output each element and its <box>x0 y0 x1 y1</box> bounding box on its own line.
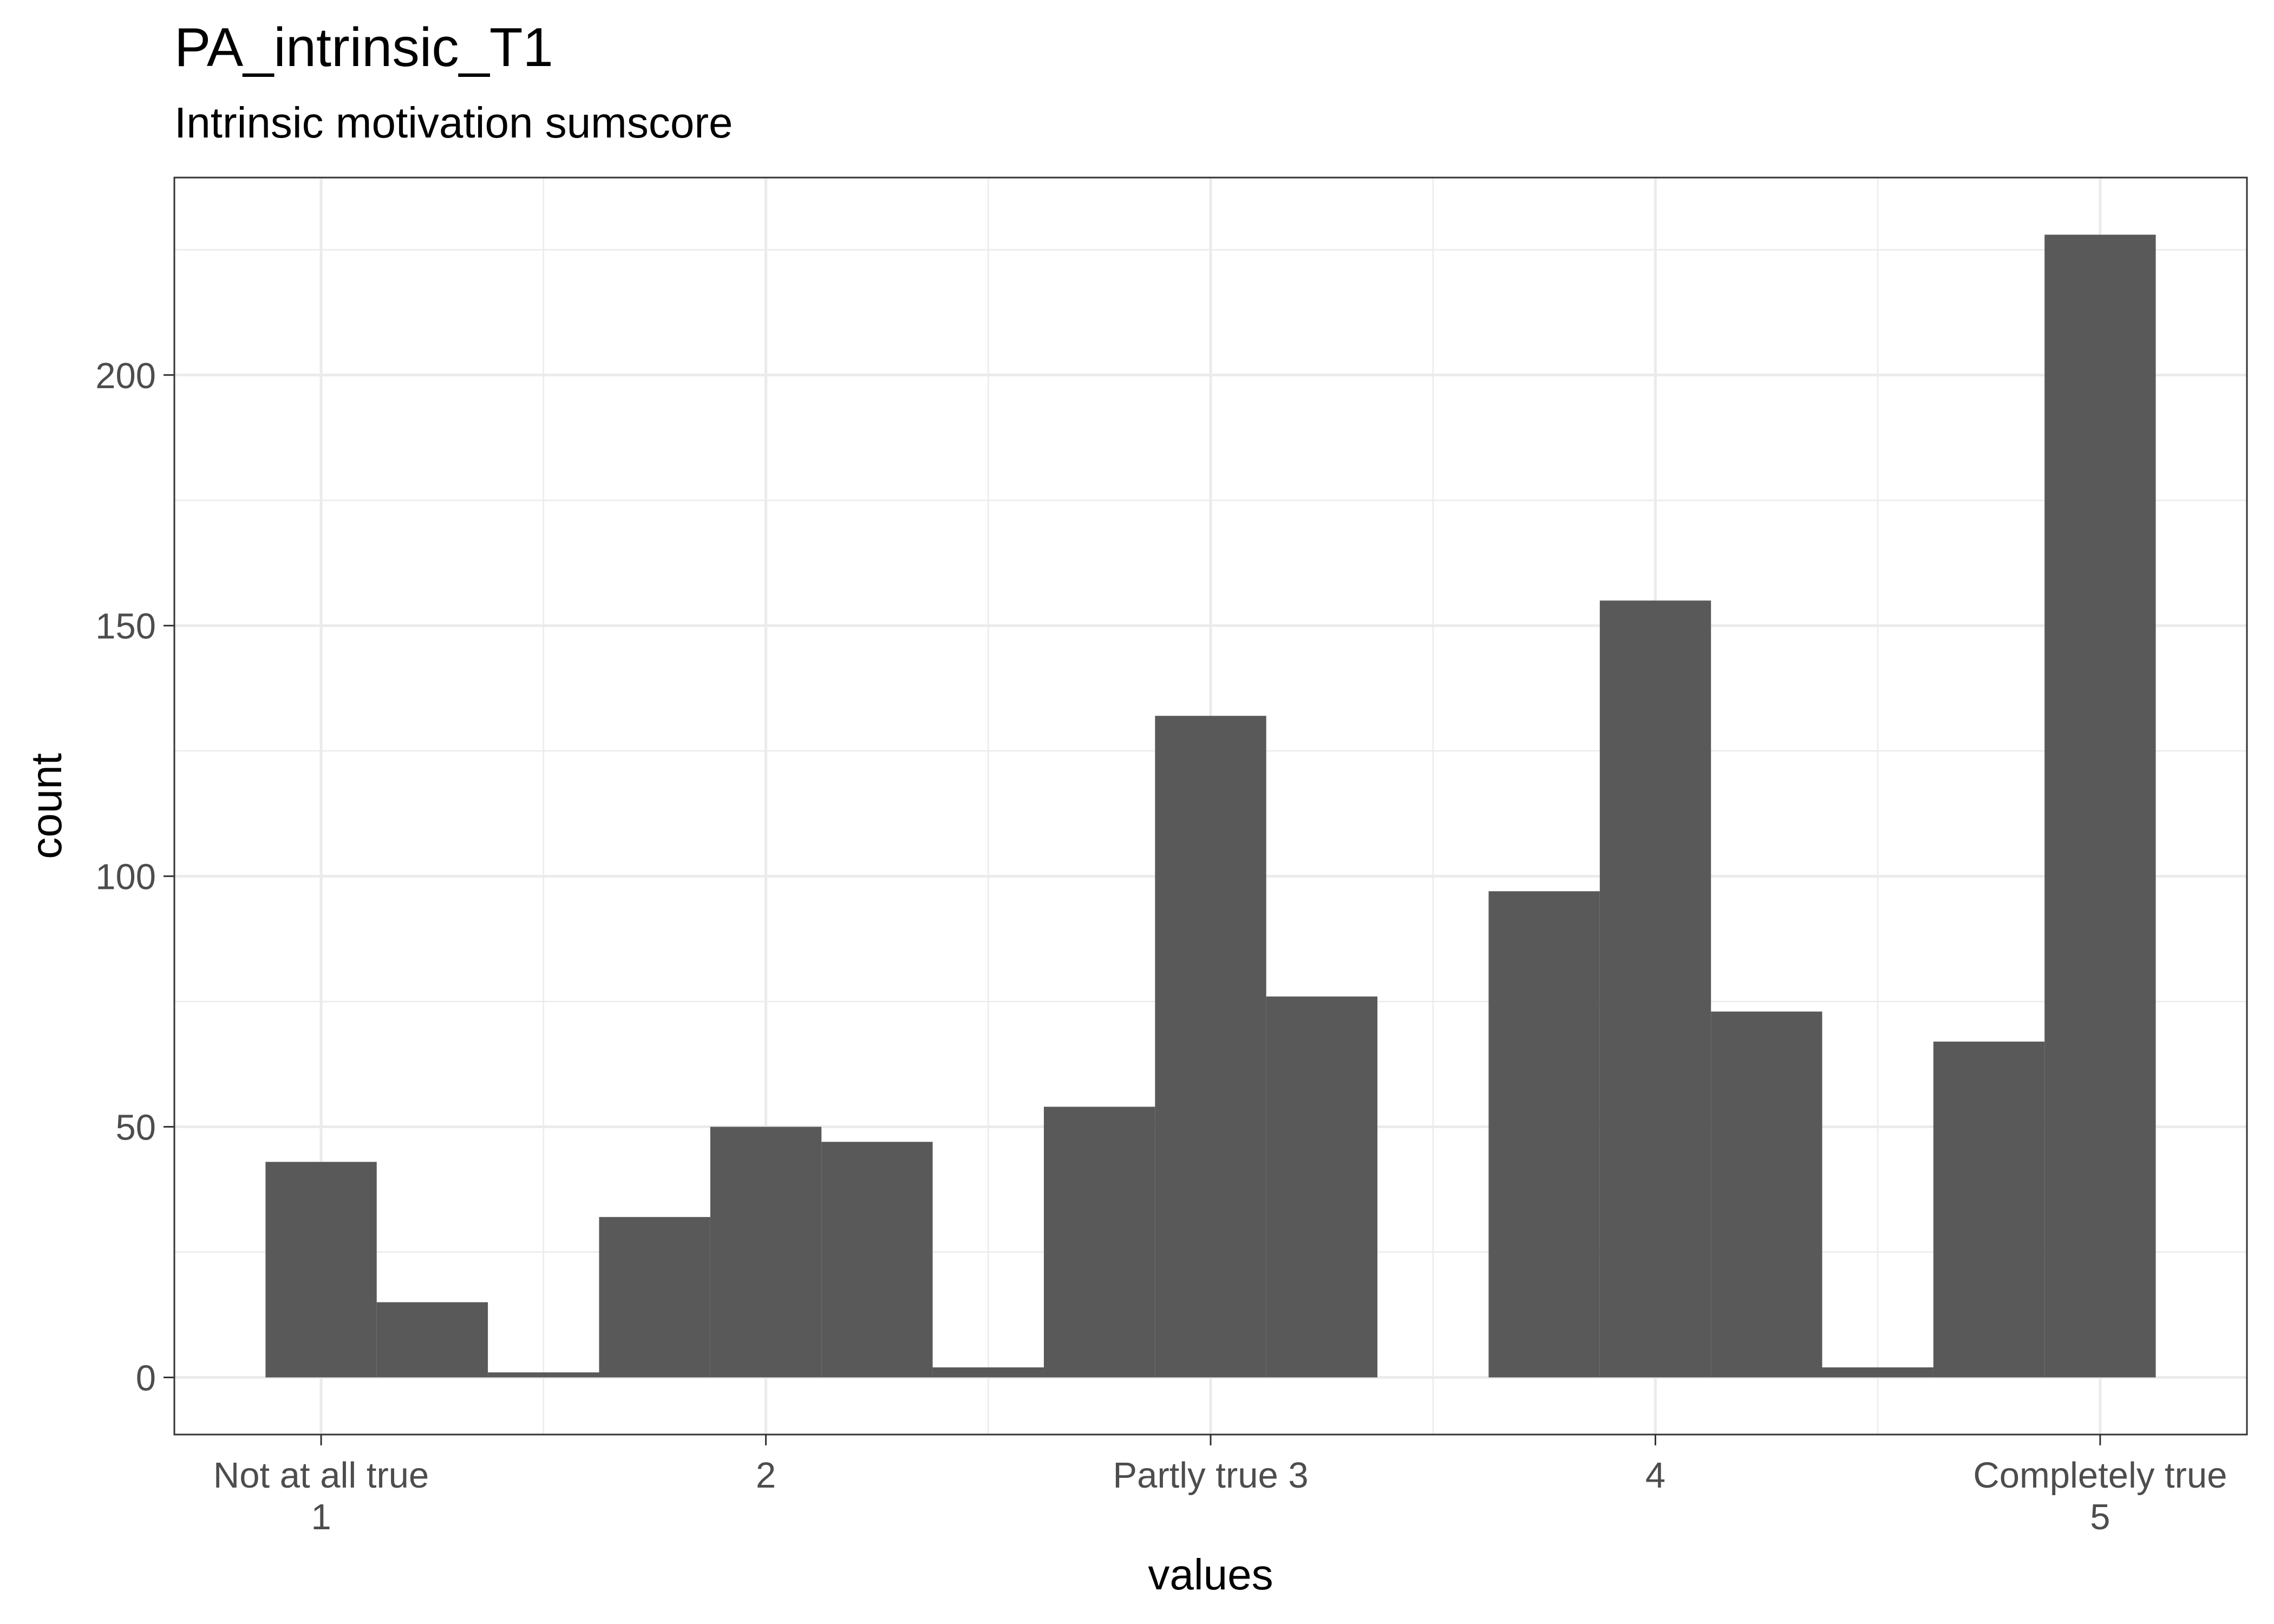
x-tick-label: 4 <box>1645 1455 1665 1496</box>
histogram-bars <box>265 234 2156 1378</box>
histogram-bar <box>821 1142 933 1378</box>
histogram-bar <box>1933 1042 2045 1378</box>
x-tick-label: Not at all true <box>213 1455 429 1496</box>
histogram-bar <box>1488 891 1600 1378</box>
histogram-bar <box>599 1217 710 1378</box>
x-axis-title: values <box>1148 1550 1273 1599</box>
y-axis-title: count <box>22 753 70 859</box>
histogram-bar <box>1711 1011 1822 1378</box>
histogram-bar <box>1043 1106 1155 1378</box>
histogram-bar <box>710 1127 822 1378</box>
y-tick-label: 200 <box>95 356 156 396</box>
y-axis: 0 50 100 150 200 <box>95 356 174 1398</box>
histogram-bar <box>265 1162 377 1378</box>
histogram-bar <box>2044 234 2156 1378</box>
y-tick-label: 0 <box>136 1358 156 1398</box>
histogram-bar <box>932 1367 1044 1378</box>
x-tick-label: 1 <box>311 1497 331 1537</box>
x-tick-label: 2 <box>756 1455 776 1496</box>
x-tick-label: Completely true <box>1973 1455 2227 1496</box>
histogram-bar <box>1599 600 1711 1378</box>
x-tick-label: 5 <box>2090 1497 2110 1537</box>
y-tick-label: 100 <box>95 857 156 898</box>
histogram-bar <box>1155 716 1266 1378</box>
histogram-bar <box>1822 1367 1933 1378</box>
y-tick-label: 50 <box>115 1108 156 1148</box>
x-tick-label: Partly true 3 <box>1113 1455 1308 1496</box>
chart-subtitle: Intrinsic motivation sumscore <box>174 99 733 147</box>
histogram-bar <box>376 1302 488 1378</box>
chart-title: PA_intrinsic_T1 <box>174 17 553 78</box>
y-tick-label: 150 <box>95 606 156 647</box>
histogram-bar <box>1266 996 1378 1378</box>
histogram-bar <box>488 1372 599 1378</box>
